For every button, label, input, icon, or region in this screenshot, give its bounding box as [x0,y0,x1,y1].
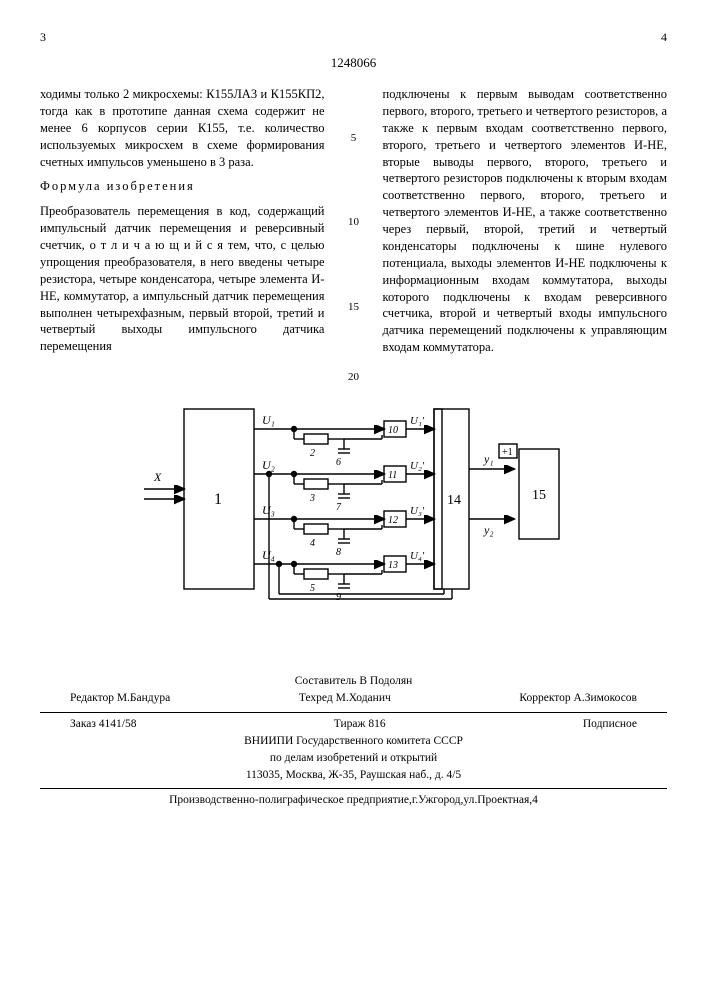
x-label: X [153,470,162,484]
left-p1: ходимы только 2 микросхемы: К155ЛА3 и К1… [40,86,325,170]
footer: Составитель В Подолян Редактор М.Бандура… [40,673,667,809]
order: Заказ 4141/58 [70,716,137,733]
subscription: Подписное [583,716,637,733]
order-row: Заказ 4141/58 Тираж 816 Подписное [40,712,667,733]
address: 113035, Москва, Ж-35, Раушская наб., д. … [40,767,667,784]
page-header: 3 4 [40,30,667,45]
block15-label: 15 [532,488,546,503]
doc-number: 1248066 [40,55,667,71]
svg-text:11: 11 [388,470,397,481]
y2-label: y₂ [483,523,494,537]
svg-text:U₃': U₃' [410,505,425,517]
left-p3: Преобразователь перемещения в код, содер… [40,203,325,355]
divider [40,788,667,789]
page-num-left: 3 [40,30,46,45]
svg-text:4: 4 [310,538,315,549]
corrector: Корректор А.Зимокосов [519,690,637,707]
right-p1: подключены к первым выводам соответствен… [383,86,668,356]
compiler: Составитель В Подолян [40,673,667,690]
diagram-svg: X 1 U₁2610U₁'U₂3711U₂'U₃4812U₃'U₄5913U₄'… [144,389,564,609]
tech: Техред М.Ходанич [299,690,391,707]
line-num: 15 [345,301,363,313]
editor: Редактор М.Бандура [70,690,170,707]
block1-label: 1 [214,491,222,508]
circuit-diagram: X 1 U₁2610U₁'U₂3711U₂'U₃4812U₃'U₄5913U₄'… [40,389,667,613]
line-num: 10 [345,216,363,228]
svg-text:U₂': U₂' [410,460,425,472]
svg-text:6: 6 [336,457,341,468]
arrow-out-label: +1 [502,447,513,458]
page-num-right: 4 [661,30,667,45]
right-column: подключены к первым выводам соответствен… [383,86,668,364]
line-num: 20 [345,371,363,383]
credits-row: Редактор М.Бандура Техред М.Ходанич Корр… [40,690,667,707]
svg-text:12: 12 [388,515,398,526]
formula-title: Формула изобретения [40,178,325,195]
line-number-gutter: 5 10 15 20 [345,86,363,364]
org2: по делам изобретений и открытий [40,750,667,767]
svg-text:8: 8 [336,547,341,558]
svg-text:U₄': U₄' [410,550,425,562]
svg-text:2: 2 [310,448,315,459]
svg-text:13: 13 [388,560,398,571]
line-num: 5 [345,132,363,144]
svg-text:U₂: U₂ [262,458,275,472]
org1: ВНИИПИ Государственного комитета СССР [40,733,667,750]
circulation: Тираж 816 [334,716,386,733]
svg-text:U₁: U₁ [262,413,275,427]
svg-text:10: 10 [388,425,398,436]
y1-label: y₁ [483,452,494,466]
svg-text:U₁': U₁' [410,415,425,427]
block14-label: 14 [447,493,461,508]
svg-text:5: 5 [310,583,315,594]
svg-text:3: 3 [309,493,315,504]
left-column: ходимы только 2 микросхемы: К155ЛА3 и К1… [40,86,325,364]
svg-text:7: 7 [336,502,342,513]
print-line: Производственно-полиграфическое предприя… [40,792,667,809]
text-columns: ходимы только 2 микросхемы: К155ЛА3 и К1… [40,86,667,364]
